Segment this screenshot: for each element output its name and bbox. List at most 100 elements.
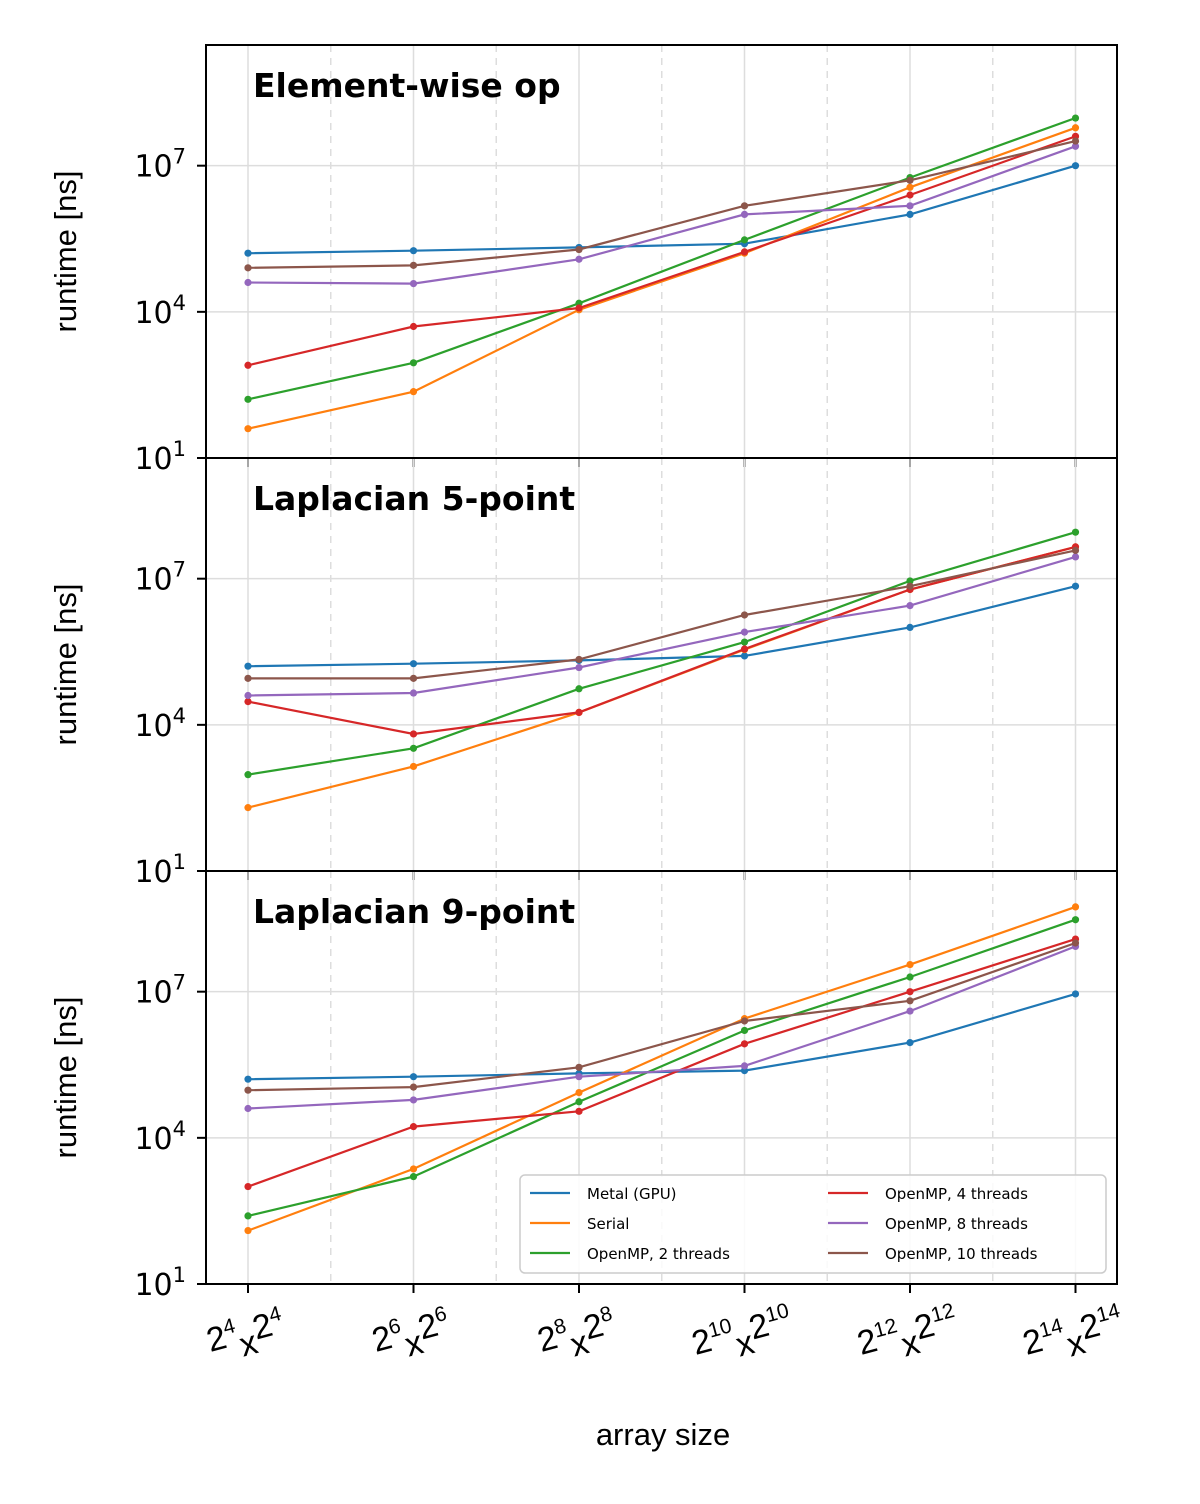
data-point [906,997,914,1005]
data-point [409,1083,418,1091]
legend-label: OpenMP, 8 threads [885,1215,1028,1233]
data-point [1071,124,1080,132]
data-point [244,1075,252,1083]
series-line [247,140,1076,269]
x-tick-exp: 6 [386,1314,403,1339]
data-point [244,662,252,670]
data-point [409,762,418,771]
series-line [247,938,1076,1188]
y-tick-label: 101 [134,1263,186,1303]
data-point [1071,546,1080,555]
y-tick-label: 104 [134,1117,186,1157]
data-point [409,279,418,288]
data-point [244,249,252,257]
data-point [409,1173,418,1181]
y-tick-exponent: 1 [173,1263,186,1287]
data-point [740,645,749,653]
data-point [575,708,583,717]
data-point [740,1040,749,1048]
data-point [575,1073,583,1081]
data-point [1071,162,1080,170]
series-line [247,531,1076,776]
data-point [740,248,749,256]
data-point [1071,137,1080,145]
series-line [247,545,1076,809]
x-tick-label: 24x24 [202,1302,291,1373]
legend-label: OpenMP, 2 threads [587,1245,730,1263]
legend-frame [519,1174,1107,1274]
data-point [740,210,749,219]
data-point [1071,142,1080,150]
data-point [244,1226,252,1235]
data-point [409,388,418,396]
data-point [244,674,252,682]
data-point [1071,528,1080,536]
data-point [906,623,914,632]
data-point [409,674,418,682]
data-point [244,1104,252,1113]
x-tick-exp: 10 [706,1314,735,1342]
data-point [575,1063,583,1071]
series-line [247,126,1076,430]
x-tick-exp2: 12 [928,1299,957,1327]
data-point [244,264,252,272]
series-line [247,145,1076,285]
y-tick-label: 107 [134,971,186,1011]
series-line [247,918,1076,1217]
y-axis-label: runtime [ns] [48,171,83,333]
data-point [244,1212,252,1220]
data-point [740,1017,749,1025]
y-tick-base: 10 [134,150,172,185]
data-point [740,236,749,244]
y-tick-base: 10 [134,296,172,331]
data-point [244,771,252,779]
y-tick-exponent: 7 [173,971,186,995]
y-axis-label: runtime [ns] [48,584,83,746]
panel-title: Laplacian 5-point [253,479,575,518]
y-tick-base: 10 [134,855,172,890]
x-tick-label: 212x212 [853,1299,965,1376]
data-point [906,988,914,996]
data-point [906,176,914,184]
y-tick-label: 104 [134,704,186,744]
y-tick-base: 10 [134,976,172,1011]
y-tick-exponent: 1 [173,437,186,461]
data-point [244,1086,252,1094]
data-point [409,744,418,752]
legend-label: Serial [587,1215,629,1233]
data-point [740,1062,749,1070]
data-point [740,1026,749,1035]
series-line [248,549,1076,680]
series-line [247,945,1076,1110]
series-line [247,905,1076,1232]
series-line [247,545,1076,736]
data-point [906,202,914,210]
data-point [409,261,418,269]
legend-label: OpenMP, 10 threads [885,1245,1038,1263]
data-point [409,1096,418,1104]
data-point [244,1182,252,1191]
series-line [247,135,1076,367]
data-point [244,278,252,287]
y-tick-base: 10 [134,709,172,744]
data-point [409,730,418,738]
x-tick-label: 28x28 [533,1302,622,1372]
data-point [575,663,583,672]
data-point [906,191,914,199]
panel-frame [205,870,1118,1285]
data-point [906,960,914,969]
data-point [1071,939,1080,947]
data-point [740,611,749,619]
y-tick-label: 107 [134,145,186,185]
legend-label: OpenMP, 4 threads [885,1185,1028,1203]
y-tick-exponent: 1 [173,850,186,874]
x-tick-exp2: 8 [597,1302,614,1327]
x-tick-label: 214x214 [1018,1299,1130,1376]
x-tick-exp2: 14 [1094,1299,1123,1327]
data-point [906,973,914,981]
data-point [906,1007,914,1015]
data-point [575,304,583,312]
